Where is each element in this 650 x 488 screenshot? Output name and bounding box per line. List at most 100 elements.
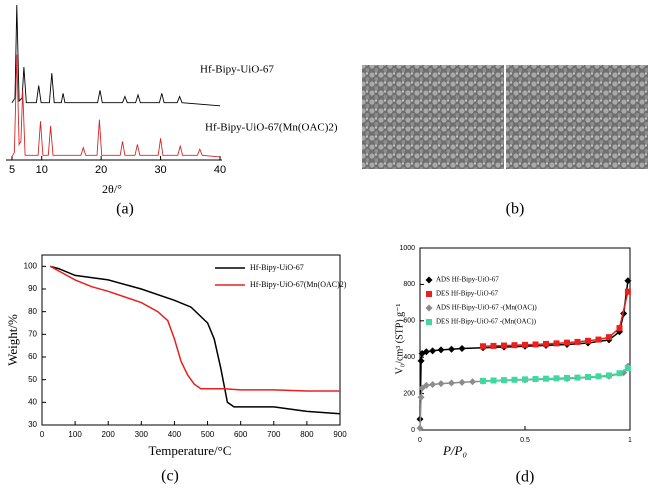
x-tick-label: 20 xyxy=(95,164,107,176)
x-axis-label: P/P₀ xyxy=(442,443,467,458)
sem-image xyxy=(362,65,504,169)
legend-marker xyxy=(426,319,432,325)
x-tick-label: 400 xyxy=(168,430,182,439)
x-tick-label: 1 xyxy=(628,437,632,444)
marker xyxy=(511,376,518,383)
x-tick-label: 200 xyxy=(102,430,116,439)
series-label: Hf-Bipy-UiO-67 xyxy=(200,64,274,76)
marker xyxy=(606,334,612,341)
series-line xyxy=(50,265,341,415)
marker xyxy=(564,374,570,381)
marker xyxy=(469,378,476,386)
marker xyxy=(624,288,631,295)
x-tick-label: 800 xyxy=(300,430,314,439)
marker xyxy=(458,378,466,386)
legend-marker xyxy=(425,304,433,312)
x-tick-label: 900 xyxy=(333,430,347,439)
marker xyxy=(606,372,612,379)
x-tick-label: 5 xyxy=(9,164,15,176)
marker xyxy=(522,376,528,383)
y-tick-label: 70 xyxy=(28,329,37,338)
legend-label: Hf-Bipy-UiO-67(Mn(OAC)2) xyxy=(250,280,347,289)
legend-label: Hf-Bipy-UiO-67 xyxy=(250,263,304,272)
marker xyxy=(543,340,549,347)
marker xyxy=(448,379,455,387)
marker xyxy=(501,377,507,384)
y-tick-label: 200 xyxy=(403,390,415,397)
marker xyxy=(448,345,455,353)
x-tick-label: 30 xyxy=(154,164,166,176)
x-axis-label: 2θ/° xyxy=(102,182,122,196)
y-tick-label: 40 xyxy=(28,397,37,406)
sem-image xyxy=(506,65,648,169)
legend-label: DES Hf-Bipy-UiO-67 xyxy=(436,290,499,298)
series-line xyxy=(11,54,221,158)
x-tick-label: 0 xyxy=(40,430,45,439)
x-axis-label: Temperature/°C xyxy=(149,443,232,458)
marker xyxy=(480,377,486,384)
marker xyxy=(480,343,486,350)
legend-marker xyxy=(425,276,433,284)
marker xyxy=(422,381,430,389)
marker xyxy=(522,341,528,348)
y-tick-label: 0 xyxy=(411,427,415,434)
marker xyxy=(564,339,570,346)
marker xyxy=(624,277,632,285)
y-tick-label: 1000 xyxy=(399,245,415,252)
marker xyxy=(501,342,507,349)
marker xyxy=(490,377,497,384)
marker xyxy=(574,374,581,381)
legend-label: ADS Hf-Bipy-UiO-67 -(Mn(OAC)) xyxy=(436,304,537,312)
marker xyxy=(490,342,497,349)
marker xyxy=(585,337,591,344)
marker xyxy=(417,357,425,365)
marker xyxy=(585,374,591,381)
marker xyxy=(437,346,445,354)
marker xyxy=(616,370,623,377)
y-axis-label: Weight/% xyxy=(5,314,20,366)
marker xyxy=(417,393,425,401)
legend-marker xyxy=(426,291,432,297)
x-tick-label: 300 xyxy=(135,430,149,439)
x-tick-label: 40 xyxy=(214,164,226,176)
marker xyxy=(416,424,424,432)
y-axis-label: V₀/cm³ (STP) g⁻¹ xyxy=(394,304,405,375)
y-tick-label: 800 xyxy=(403,281,415,288)
marker xyxy=(458,344,466,352)
y-tick-label: 80 xyxy=(28,307,37,316)
series-line xyxy=(11,4,221,107)
y-tick-label: 400 xyxy=(403,354,415,361)
legend-label: ADS Hf-Bipy-UiO-67 xyxy=(436,276,499,284)
x-tick-label: 600 xyxy=(234,430,248,439)
marker xyxy=(616,325,623,332)
x-tick-label: 100 xyxy=(68,430,82,439)
marker xyxy=(624,365,631,372)
marker xyxy=(595,336,602,343)
x-tick-label: 700 xyxy=(267,430,281,439)
x-tick-label: 0.5 xyxy=(520,437,530,444)
y-tick-label: 100 xyxy=(24,261,38,270)
plot-frame xyxy=(41,254,341,426)
marker xyxy=(553,340,560,347)
y-tick-label: 30 xyxy=(28,420,37,429)
marker xyxy=(532,376,539,383)
marker xyxy=(511,342,518,349)
y-tick-label: 60 xyxy=(28,352,37,361)
caption: (a) xyxy=(116,201,134,218)
series-label: Hf-Bipy-UiO-67(Mn(OAC)2) xyxy=(205,122,338,134)
x-tick-label: 500 xyxy=(201,430,215,439)
legend-label: DES Hf-Bipy-UiO-67 -(Mn(OAC)) xyxy=(436,318,537,326)
caption: (c) xyxy=(161,468,179,485)
x-tick-label: 10 xyxy=(36,164,48,176)
x-tick-label: 0 xyxy=(418,437,422,444)
marker xyxy=(543,375,549,382)
y-tick-label: 50 xyxy=(28,375,37,384)
marker xyxy=(532,341,539,348)
series-line xyxy=(49,265,340,392)
y-tick-label: 600 xyxy=(403,318,415,325)
marker xyxy=(574,338,581,345)
y-tick-label: 90 xyxy=(28,284,37,293)
marker xyxy=(595,373,602,380)
caption: (b) xyxy=(506,201,525,218)
